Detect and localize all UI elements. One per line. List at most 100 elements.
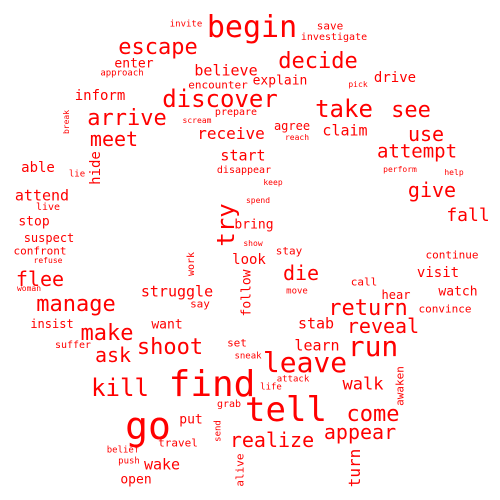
- word-belief: belief: [106, 445, 140, 456]
- word-send: send: [213, 420, 224, 442]
- word-manage: manage: [36, 292, 116, 317]
- word-enter: enter: [114, 56, 154, 72]
- word-receive: receive: [197, 124, 265, 143]
- word-stab: stab: [297, 314, 335, 333]
- word-suspect: suspect: [23, 231, 75, 245]
- word-die: die: [282, 261, 320, 285]
- word-continue: continue: [425, 248, 479, 262]
- word-realize: realize: [229, 428, 315, 452]
- word-pick: pick: [348, 80, 368, 89]
- word-appear: appear: [323, 420, 397, 444]
- word-save: save: [316, 19, 344, 33]
- word-make: make: [80, 321, 134, 346]
- word-put: put: [179, 412, 203, 428]
- word-invite: invite: [169, 19, 203, 30]
- word-claim: claim: [322, 121, 368, 140]
- word-attend: attend: [14, 186, 70, 205]
- word-keep: keep: [263, 178, 283, 187]
- word-reveal: reveal: [346, 314, 420, 338]
- word-insist: insist: [30, 317, 74, 331]
- word-work: work: [186, 251, 197, 277]
- word-learn: learn: [294, 336, 340, 355]
- word-call: call: [350, 275, 378, 289]
- word-ask: ask: [94, 343, 132, 367]
- word-decide: decide: [278, 49, 358, 74]
- word-fall: fall: [446, 205, 490, 226]
- word-travel: travel: [158, 436, 198, 450]
- word-see: see: [391, 98, 431, 123]
- word-kill: kill: [91, 374, 149, 402]
- word-reach: reach: [284, 133, 310, 142]
- word-come: come: [346, 402, 400, 427]
- word-alive: alive: [233, 453, 247, 487]
- word-stop: stop: [18, 214, 50, 230]
- word-open: open: [120, 472, 152, 488]
- word-move: move: [286, 286, 308, 297]
- word-live: live: [35, 202, 61, 213]
- word-push: push: [118, 456, 140, 467]
- word-life: life: [260, 382, 282, 393]
- word-go: go: [125, 404, 171, 448]
- word-visit: visit: [416, 265, 460, 281]
- word-wake: wake: [143, 455, 181, 474]
- word-spend: spend: [245, 196, 271, 205]
- word-look: look: [232, 252, 266, 268]
- word-escape: escape: [118, 35, 198, 60]
- word-drive: drive: [373, 70, 417, 86]
- word-watch: watch: [438, 284, 478, 300]
- word-use: use: [407, 122, 445, 146]
- word-inform: inform: [74, 88, 126, 104]
- word-disappear: disappear: [216, 165, 272, 176]
- word-approach: approach: [100, 68, 144, 79]
- word-struggle: struggle: [140, 282, 214, 301]
- word-flee: flee: [15, 267, 65, 291]
- word-shoot: shoot: [136, 335, 204, 360]
- word-confront: confront: [13, 244, 67, 258]
- word-scream: scream: [182, 116, 212, 125]
- word-bring: bring: [234, 217, 274, 233]
- word-help: help: [444, 168, 464, 177]
- word-follow: follow: [239, 269, 255, 317]
- word-take: take: [315, 95, 373, 123]
- word-tell: tell: [245, 390, 327, 430]
- word-want: want: [151, 317, 183, 333]
- word-start: start: [220, 146, 266, 165]
- word-find: find: [168, 364, 256, 405]
- word-stay: stay: [275, 244, 303, 258]
- word-leave: leave: [262, 346, 348, 379]
- word-break: break: [62, 109, 71, 135]
- word-refuse: refuse: [33, 256, 63, 265]
- word-discover: discover: [162, 85, 278, 113]
- word-prepare: prepare: [214, 107, 258, 118]
- word-arrive: arrive: [87, 106, 167, 131]
- word-believe: believe: [194, 61, 258, 80]
- word-attack: attack: [276, 374, 310, 385]
- word-agree: agree: [273, 119, 311, 133]
- word-say: say: [190, 297, 210, 311]
- word-encounter: encounter: [188, 78, 248, 92]
- word-hide: hide: [88, 151, 104, 185]
- word-set: set: [227, 336, 247, 350]
- word-explain: explain: [252, 73, 308, 89]
- word-able: able: [21, 160, 55, 176]
- word-attempt: attempt: [376, 140, 458, 163]
- word-grab: grab: [216, 399, 242, 410]
- word-suffer: suffer: [54, 340, 92, 351]
- word-give: give: [407, 178, 457, 202]
- word-sneak: sneak: [234, 351, 262, 362]
- word-woman: woman: [16, 284, 42, 293]
- word-run: run: [347, 330, 399, 363]
- word-meet: meet: [89, 127, 139, 151]
- word-return: return: [328, 296, 408, 321]
- word-begin: begin: [206, 10, 298, 45]
- word-hear: hear: [381, 288, 411, 302]
- word-investigate: investigate: [300, 32, 368, 43]
- word-show: show: [243, 239, 263, 248]
- word-perform: perform: [383, 165, 417, 174]
- word-turn: turn: [345, 448, 364, 488]
- word-convince: convince: [418, 302, 472, 316]
- word-awaken: awaken: [393, 366, 407, 406]
- word-walk: walk: [342, 374, 384, 395]
- word-lie: lie: [68, 169, 86, 180]
